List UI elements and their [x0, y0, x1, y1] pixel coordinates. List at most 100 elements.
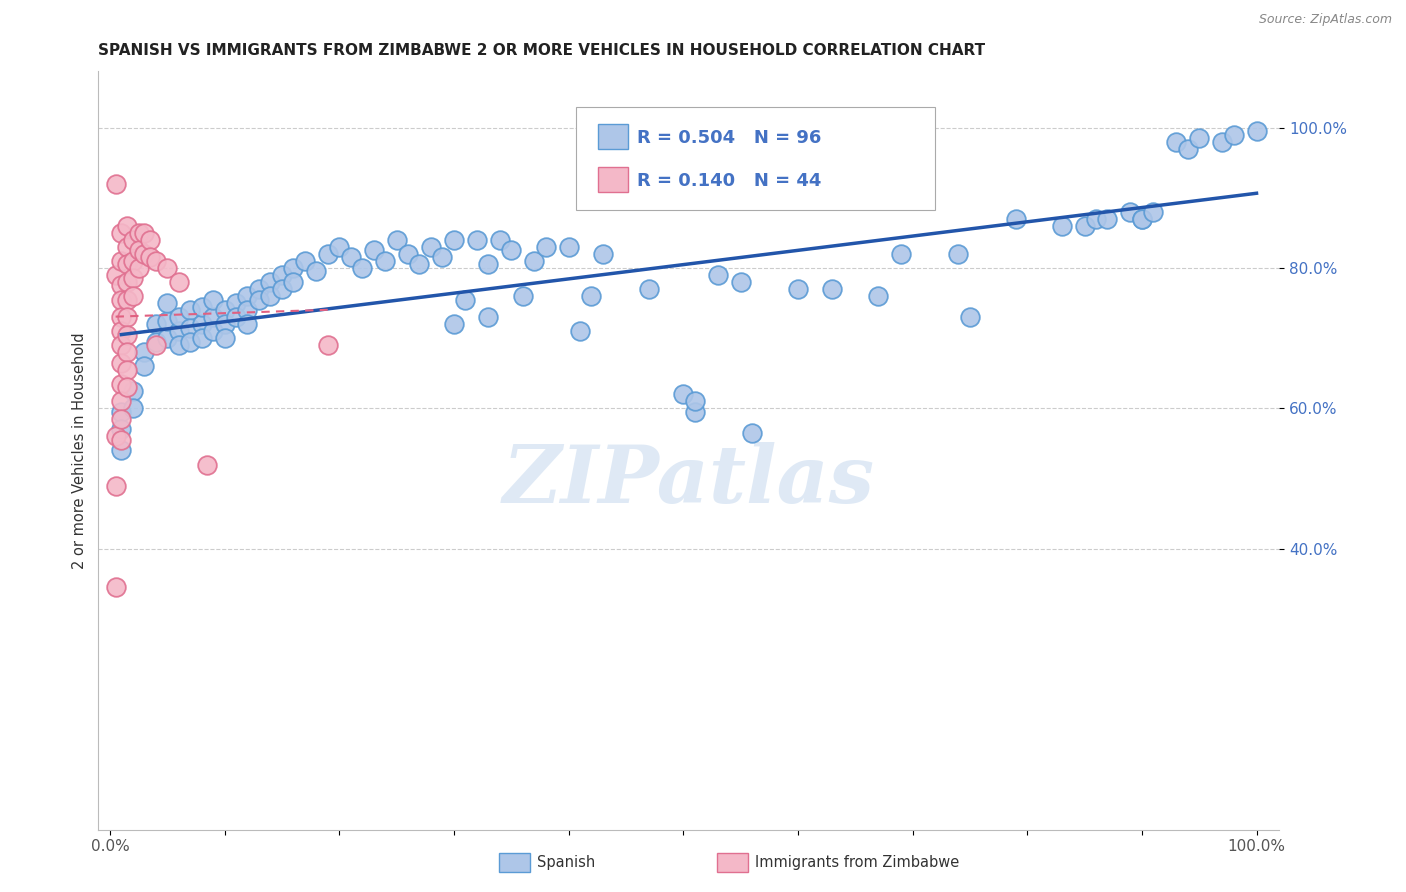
Point — [569, 324, 592, 338]
Point — [179, 303, 201, 318]
Point — [592, 247, 614, 261]
Point — [454, 293, 477, 307]
Point — [156, 260, 179, 275]
Point — [247, 293, 270, 307]
Point — [1166, 135, 1188, 149]
Point — [1142, 204, 1164, 219]
Point — [110, 443, 132, 458]
Point — [890, 247, 912, 261]
Point — [730, 275, 752, 289]
Point — [328, 240, 350, 254]
Point — [110, 226, 132, 240]
Point — [134, 247, 156, 261]
Point — [1246, 124, 1268, 138]
Point — [156, 313, 179, 327]
Point — [115, 345, 138, 359]
Point — [104, 580, 127, 594]
Point — [534, 240, 557, 254]
Point — [115, 362, 138, 376]
Point — [477, 257, 499, 271]
Y-axis label: 2 or more Vehicles in Household: 2 or more Vehicles in Household — [72, 332, 87, 569]
Point — [1004, 211, 1026, 226]
Point — [352, 260, 374, 275]
Point — [156, 296, 179, 310]
Point — [104, 429, 127, 443]
Point — [110, 394, 132, 409]
Point — [1130, 211, 1153, 226]
Point — [316, 338, 339, 352]
Point — [581, 289, 603, 303]
Point — [1073, 219, 1095, 233]
Point — [432, 251, 454, 265]
Point — [145, 254, 167, 268]
Point — [1222, 128, 1244, 142]
Text: R = 0.140   N = 44: R = 0.140 N = 44 — [637, 172, 821, 190]
Point — [121, 254, 143, 268]
Point — [121, 401, 143, 416]
Point — [115, 327, 138, 342]
Point — [672, 387, 695, 401]
Point — [115, 219, 138, 233]
Point — [121, 271, 143, 285]
Point — [145, 338, 167, 352]
Point — [110, 422, 132, 436]
Point — [167, 310, 190, 324]
Point — [110, 324, 132, 338]
Point — [139, 251, 162, 265]
Point — [115, 310, 138, 324]
Point — [110, 338, 132, 352]
Point — [465, 233, 488, 247]
Point — [121, 384, 143, 398]
Point — [374, 254, 396, 268]
Point — [110, 433, 132, 447]
Point — [477, 310, 499, 324]
Point — [385, 233, 408, 247]
Point — [557, 240, 579, 254]
Point — [115, 380, 138, 394]
Point — [121, 233, 143, 247]
Point — [1130, 211, 1153, 226]
Point — [128, 260, 150, 275]
Point — [305, 264, 328, 278]
Point — [110, 278, 132, 293]
Point — [134, 226, 156, 240]
Point — [167, 338, 190, 352]
Point — [134, 345, 156, 359]
Point — [225, 296, 247, 310]
Point — [443, 317, 465, 331]
Point — [1211, 135, 1233, 149]
Point — [167, 275, 190, 289]
Point — [339, 251, 361, 265]
Point — [959, 310, 981, 324]
Point — [1050, 219, 1073, 233]
Point — [236, 317, 259, 331]
Point — [214, 331, 236, 345]
Text: Source: ZipAtlas.com: Source: ZipAtlas.com — [1258, 13, 1392, 27]
Point — [1085, 211, 1108, 226]
Point — [139, 233, 162, 247]
Point — [110, 293, 132, 307]
Point — [1097, 211, 1119, 226]
Point — [156, 331, 179, 345]
Point — [363, 244, 385, 258]
Point — [110, 376, 132, 391]
Point — [214, 317, 236, 331]
Point — [167, 324, 190, 338]
Point — [115, 293, 138, 307]
Text: R = 0.504   N = 96: R = 0.504 N = 96 — [637, 129, 821, 147]
Point — [408, 257, 430, 271]
Point — [110, 310, 132, 324]
Text: ZIPatlas: ZIPatlas — [503, 442, 875, 519]
Point — [110, 254, 132, 268]
Point — [270, 268, 292, 282]
Point — [225, 310, 247, 324]
Point — [259, 275, 281, 289]
Point — [396, 247, 419, 261]
Point — [488, 233, 510, 247]
Point — [868, 289, 890, 303]
Point — [202, 293, 225, 307]
Point — [259, 289, 281, 303]
Point — [294, 254, 316, 268]
Point — [128, 226, 150, 240]
Text: Spanish: Spanish — [537, 855, 595, 870]
